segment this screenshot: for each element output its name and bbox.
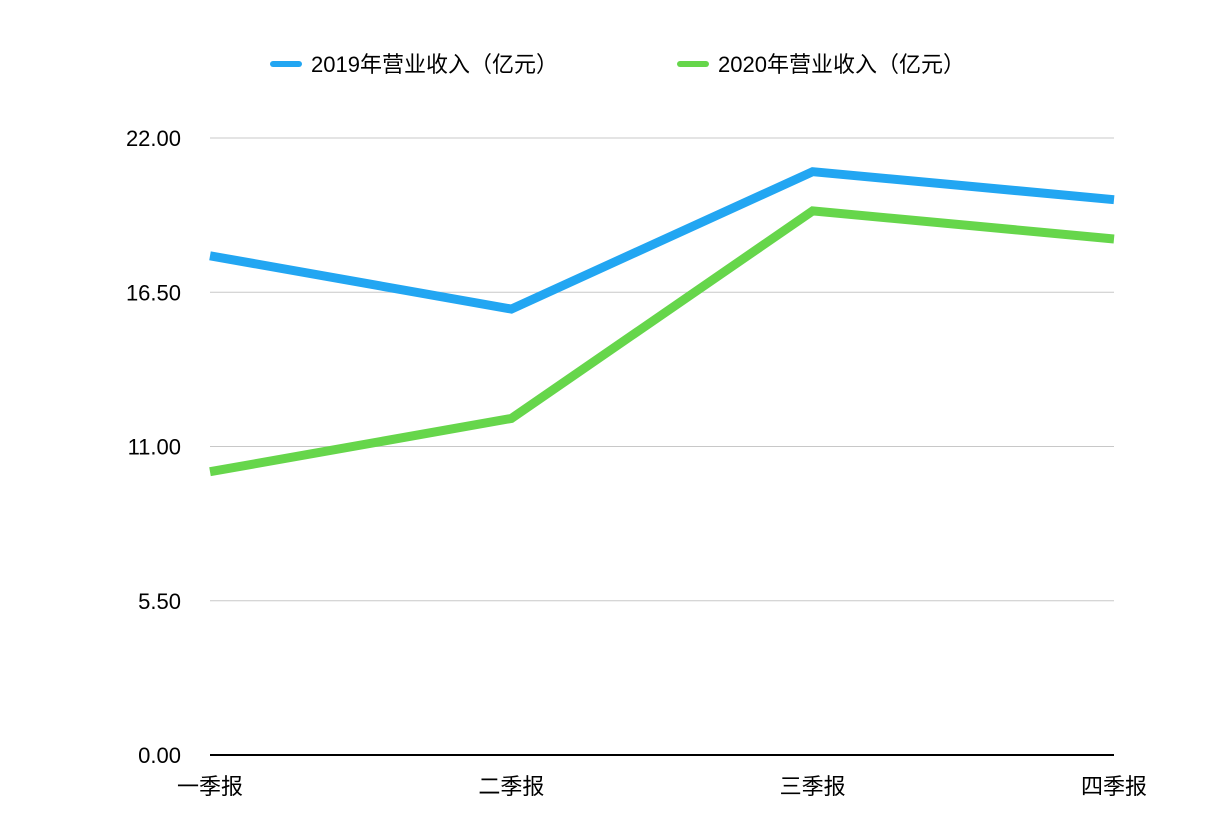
x-tick-label: 二季报 — [478, 774, 544, 799]
series-line-2 — [209, 206, 1115, 477]
series-lines — [209, 167, 1115, 477]
y-tick-label: 0.00 — [138, 743, 181, 768]
grid-lines — [210, 137, 1114, 602]
legend: 2019年营业收入（亿元） 2020年营业收入（亿元） — [270, 52, 965, 77]
legend-label: 2019年营业收入（亿元） — [311, 52, 558, 77]
y-tick-label: 22.00 — [126, 126, 181, 151]
x-axis-tick-labels: 一季报 二季报 三季报 四季报 — [177, 774, 1147, 799]
x-tick-label: 三季报 — [780, 774, 846, 799]
legend-label: 2020年营业收入（亿元） — [718, 52, 965, 77]
y-axis-tick-labels: 0.00 5.50 11.00 16.50 22.00 — [126, 126, 181, 768]
y-tick-label: 11.00 — [128, 435, 181, 460]
y-tick-label: 16.50 — [126, 280, 181, 305]
x-tick-label: 一季报 — [177, 774, 243, 799]
series-line-1 — [209, 167, 1115, 314]
y-tick-label: 5.50 — [138, 589, 181, 614]
x-tick-label: 四季报 — [1081, 774, 1147, 799]
